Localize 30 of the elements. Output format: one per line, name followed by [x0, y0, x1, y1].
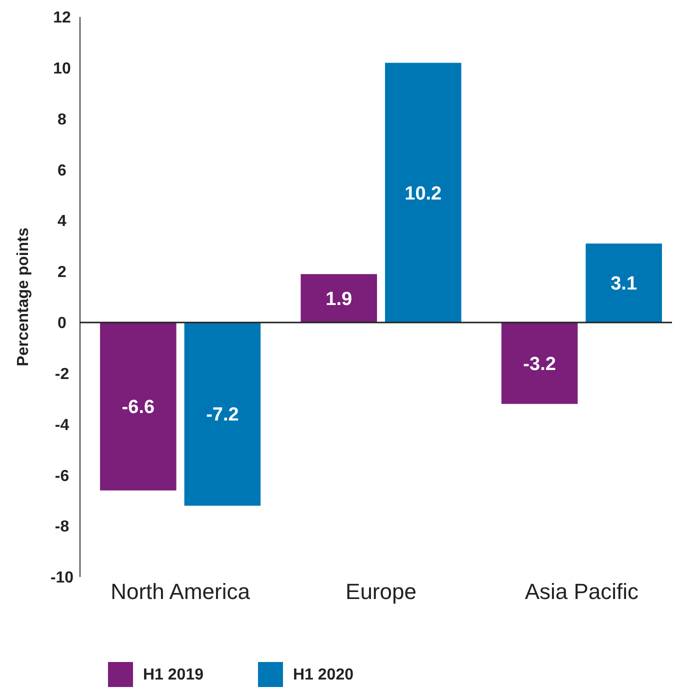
y-axis-title: Percentage points	[15, 228, 32, 366]
data-label: -3.2	[523, 354, 556, 375]
y-tick-label: -8	[54, 518, 70, 536]
y-tick-label: 0	[58, 315, 67, 332]
y-tick-label: 10	[53, 60, 71, 78]
y-tick-label: 8	[58, 111, 67, 128]
bar	[184, 322, 261, 506]
y-tick-label: 4	[58, 213, 67, 230]
data-label: 10.2	[404, 183, 442, 204]
y-tick-label: -4	[54, 416, 70, 434]
legend-label: H1 2019	[143, 666, 204, 684]
bar	[586, 244, 662, 322]
y-tick-label: -10	[50, 570, 74, 587]
x-tick-label: Asia Pacific	[524, 579, 639, 604]
data-label: 3.1	[610, 274, 638, 295]
bar	[300, 274, 377, 322]
y-tick-label: 12	[53, 10, 71, 27]
bar	[100, 322, 176, 490]
x-tick-label: North America	[110, 579, 251, 604]
data-label: -7.2	[206, 404, 239, 426]
y-tick-label: 2	[58, 264, 67, 282]
bar	[385, 62, 462, 322]
bar	[501, 322, 578, 404]
y-tick-label: -6	[54, 468, 70, 485]
y-tick-label: -2	[54, 366, 70, 383]
x-tick-label: Europe	[346, 579, 416, 604]
data-label: 1.9	[326, 288, 352, 310]
legend-label: H1 2020	[293, 666, 354, 684]
y-tick-label: 6	[58, 162, 67, 180]
data-label: -6.6	[122, 397, 155, 418]
